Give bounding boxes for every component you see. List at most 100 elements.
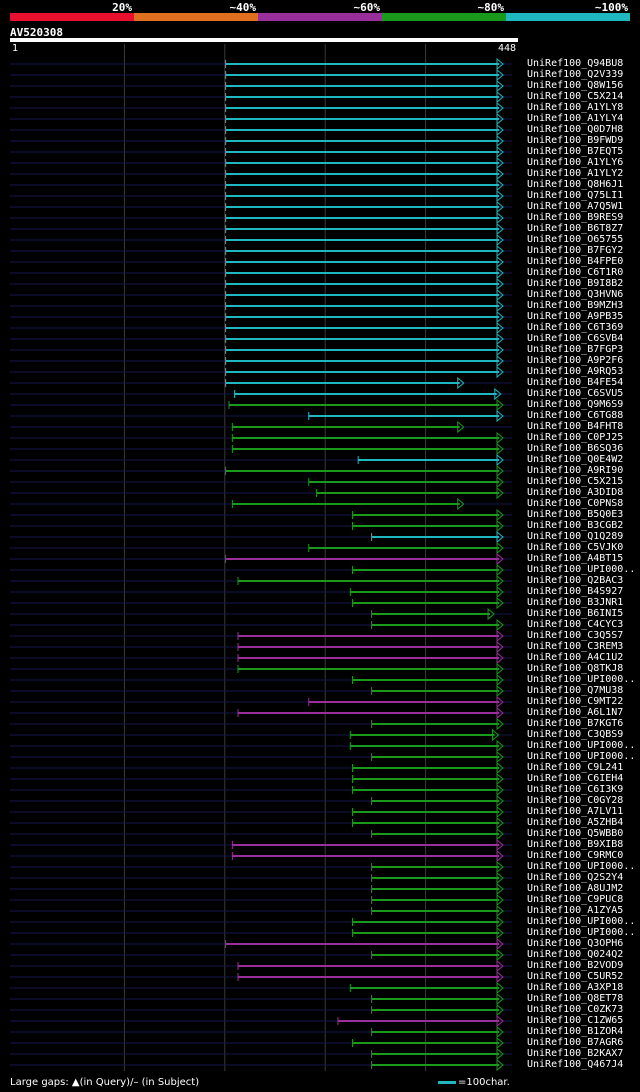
hit-label[interactable]: UniRef100_C9PUC8 — [527, 894, 624, 905]
hit-label[interactable]: UniRef100_Q8ET78 — [527, 993, 624, 1004]
hit-label[interactable]: UniRef100_B3CGB2 — [527, 520, 624, 531]
hit-label[interactable]: UniRef100_B4FPE0 — [527, 256, 624, 267]
hit-label[interactable]: UniRef100_C9L241 — [527, 762, 624, 773]
hit-label[interactable]: UniRef100_UPI000.. — [527, 674, 636, 685]
hit-label[interactable]: UniRef100_A3DID8 — [527, 487, 624, 498]
hit-label[interactable]: UniRef100_B6INI5 — [527, 608, 624, 619]
hit-label[interactable]: UniRef100_C6TG88 — [527, 410, 624, 421]
hit-label[interactable]: UniRef100_B6T8Z7 — [527, 223, 624, 234]
hit-label[interactable]: UniRef100_B6SQ36 — [527, 443, 624, 454]
hit-label[interactable]: UniRef100_B3JNR1 — [527, 597, 624, 608]
hit-label[interactable]: UniRef100_A9RI90 — [527, 465, 624, 476]
hit-label[interactable]: UniRef100_Q3OPH6 — [527, 938, 624, 949]
hit-label[interactable]: UniRef100_B2KAX7 — [527, 1048, 624, 1059]
hit-end-arrow — [496, 354, 504, 368]
hit-label[interactable]: UniRef100_Q2V339 — [527, 69, 624, 80]
hit-label[interactable]: UniRef100_C6IEH4 — [527, 773, 624, 784]
hit-label[interactable]: UniRef100_A1YLY6 — [527, 157, 624, 168]
hit-label[interactable]: UniRef100_Q467J4 — [527, 1059, 624, 1070]
hit-label[interactable]: UniRef100_A1YLY8 — [527, 102, 624, 113]
hit-label[interactable]: UniRef100_O65755 — [527, 234, 624, 245]
hit-label[interactable]: UniRef100_UPI000.. — [527, 740, 636, 751]
hit-label[interactable]: UniRef100_A1ZYA5 — [527, 905, 624, 916]
hit-label[interactable]: UniRef100_A9P2F6 — [527, 355, 624, 366]
hit-label[interactable]: UniRef100_C0PNS8 — [527, 498, 624, 509]
hit-label[interactable]: UniRef100_Q2S2Y4 — [527, 872, 624, 883]
hit-label[interactable]: UniRef100_A7LV11 — [527, 806, 624, 817]
hit-label[interactable]: UniRef100_B7AGR6 — [527, 1037, 624, 1048]
hit-label[interactable]: UniRef100_A7Q5W1 — [527, 201, 624, 212]
hit-label[interactable]: UniRef100_B2VOD9 — [527, 960, 624, 971]
hit-label[interactable]: UniRef100_Q2BAC3 — [527, 575, 624, 586]
hit-label[interactable]: UniRef100_B4FE54 — [527, 377, 624, 388]
hit-label[interactable]: UniRef100_A1YLY4 — [527, 113, 624, 124]
hit-label[interactable]: UniRef100_B5Q0E3 — [527, 509, 624, 520]
hit-label[interactable]: UniRef100_Q5WBB0 — [527, 828, 624, 839]
hit-label[interactable]: UniRef100_B1ZOR4 — [527, 1026, 624, 1037]
hit-label[interactable]: UniRef100_C0GY28 — [527, 795, 624, 806]
hit-label[interactable]: UniRef100_C6T1R0 — [527, 267, 624, 278]
hit-label[interactable]: UniRef100_UPI000.. — [527, 564, 636, 575]
hit-label[interactable]: UniRef100_Q8W156 — [527, 80, 624, 91]
hit-label[interactable]: UniRef100_Q8TKJ8 — [527, 663, 624, 674]
hit-label[interactable]: UniRef100_A4BT15 — [527, 553, 624, 564]
hit-label[interactable]: UniRef100_B7FGP3 — [527, 344, 624, 355]
hit-label[interactable]: UniRef100_B9XIB8 — [527, 839, 624, 850]
hit-label[interactable]: UniRef100_Q9M6S9 — [527, 399, 624, 410]
hit-label[interactable]: UniRef100_B9MZH3 — [527, 300, 624, 311]
hit-label[interactable]: UniRef100_B7KGT6 — [527, 718, 624, 729]
hit-label[interactable]: UniRef100_Q8H6J1 — [527, 179, 624, 190]
hit-end-arrow — [496, 112, 504, 126]
hit-label[interactable]: UniRef100_C9MT22 — [527, 696, 624, 707]
legend-segment — [382, 13, 506, 21]
hit-label[interactable]: UniRef100_C6I3K9 — [527, 784, 624, 795]
hit-label[interactable]: UniRef100_C5VJK0 — [527, 542, 624, 553]
hit-label[interactable]: UniRef100_B9FWD9 — [527, 135, 624, 146]
hit-end-arrow — [496, 1036, 504, 1050]
hit-label[interactable]: UniRef100_Q75LI1 — [527, 190, 624, 201]
hit-label[interactable]: UniRef100_A4C1U2 — [527, 652, 624, 663]
hit-label[interactable]: UniRef100_A8UJM2 — [527, 883, 624, 894]
hit-label[interactable]: UniRef100_UPI000.. — [527, 751, 636, 762]
hit-label[interactable]: UniRef100_C5X214 — [527, 91, 624, 102]
hit-label[interactable]: UniRef100_A3XP18 — [527, 982, 624, 993]
hit-end-arrow — [496, 838, 504, 852]
hit-label[interactable]: UniRef100_UPI000.. — [527, 927, 636, 938]
hit-end-arrow — [496, 640, 504, 654]
hit-end-arrow — [457, 376, 465, 390]
hit-label[interactable]: UniRef100_UPI000.. — [527, 916, 636, 927]
hit-label[interactable]: UniRef100_Q0E4W2 — [527, 454, 624, 465]
hit-label[interactable]: UniRef100_UPI000.. — [527, 861, 636, 872]
hit-label[interactable]: UniRef100_C1ZW65 — [527, 1015, 624, 1026]
hit-label[interactable]: UniRef100_C6T369 — [527, 322, 624, 333]
hit-label[interactable]: UniRef100_Q024Q2 — [527, 949, 624, 960]
hit-label[interactable]: UniRef100_A9RQ53 — [527, 366, 624, 377]
hit-label[interactable]: UniRef100_B4FHT8 — [527, 421, 624, 432]
hit-label[interactable]: UniRef100_Q0D7H8 — [527, 124, 624, 135]
hit-label[interactable]: UniRef100_Q94BU8 — [527, 58, 624, 69]
hit-label[interactable]: UniRef100_B7FGY2 — [527, 245, 624, 256]
hit-label[interactable]: UniRef100_Q1Q289 — [527, 531, 624, 542]
hit-label[interactable]: UniRef100_A5ZHB4 — [527, 817, 624, 828]
hit-label[interactable]: UniRef100_Q7MU38 — [527, 685, 624, 696]
hit-label[interactable]: UniRef100_C3REM3 — [527, 641, 624, 652]
hit-label[interactable]: UniRef100_C3Q5S7 — [527, 630, 624, 641]
hit-label[interactable]: UniRef100_B9I8B2 — [527, 278, 624, 289]
hit-label[interactable]: UniRef100_C5X215 — [527, 476, 624, 487]
hit-label[interactable]: UniRef100_Q3HVN6 — [527, 289, 624, 300]
hit-label[interactable]: UniRef100_C0PJ25 — [527, 432, 624, 443]
hit-label[interactable]: UniRef100_C6SVB4 — [527, 333, 624, 344]
hit-label[interactable]: UniRef100_C6SVU5 — [527, 388, 624, 399]
hit-label[interactable]: UniRef100_C3QBS9 — [527, 729, 624, 740]
hit-label[interactable]: UniRef100_A1YLY2 — [527, 168, 624, 179]
hit-end-arrow — [496, 1003, 504, 1017]
hit-label[interactable]: UniRef100_A9PB35 — [527, 311, 624, 322]
hit-label[interactable]: UniRef100_A6L1N7 — [527, 707, 624, 718]
hit-label[interactable]: UniRef100_C5UR52 — [527, 971, 624, 982]
hit-label[interactable]: UniRef100_B9RES9 — [527, 212, 624, 223]
hit-label[interactable]: UniRef100_B4S927 — [527, 586, 624, 597]
hit-label[interactable]: UniRef100_B7EQT5 — [527, 146, 624, 157]
hit-label[interactable]: UniRef100_C0ZK73 — [527, 1004, 624, 1015]
hit-label[interactable]: UniRef100_C4CYC3 — [527, 619, 624, 630]
hit-label[interactable]: UniRef100_C9RMC0 — [527, 850, 624, 861]
